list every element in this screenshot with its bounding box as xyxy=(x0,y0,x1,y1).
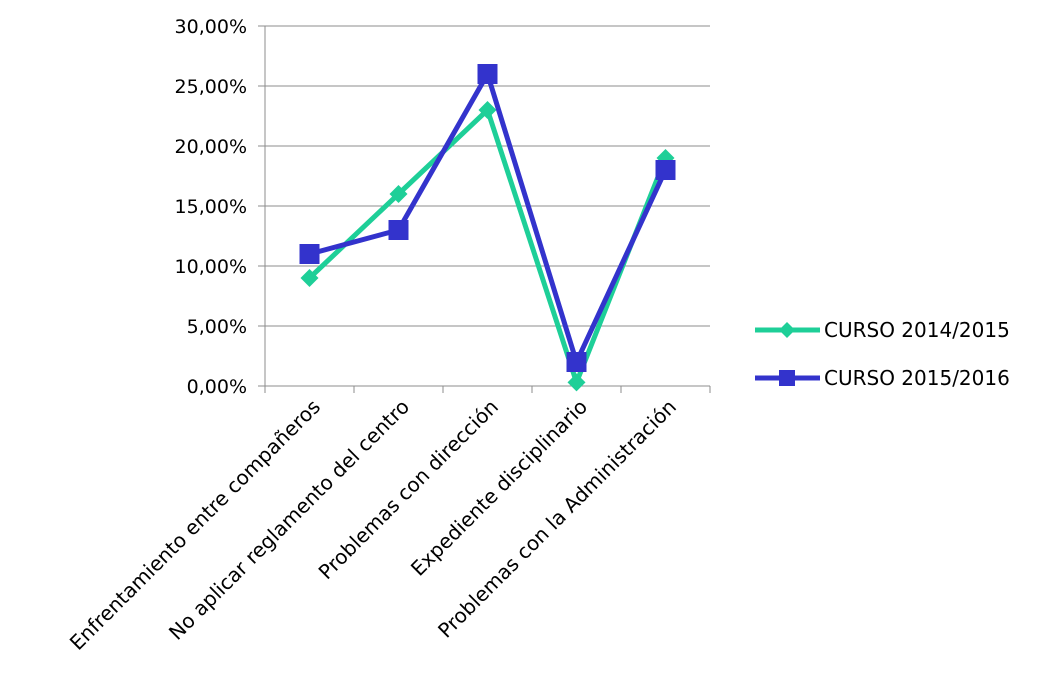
axes xyxy=(264,26,711,393)
legend-item: CURSO 2014/2015 xyxy=(755,318,1010,342)
y-tick-label: 20,00% xyxy=(175,136,247,158)
data-series xyxy=(299,64,676,392)
legend-label: CURSO 2015/2016 xyxy=(824,366,1010,390)
series-2 xyxy=(299,64,676,372)
series-1 xyxy=(300,101,675,392)
data-point-square xyxy=(388,220,409,240)
y-tick-label: 25,00% xyxy=(175,76,247,98)
legend-item: CURSO 2015/2016 xyxy=(755,366,1010,390)
legend: CURSO 2014/2015 CURSO 2015/2016 xyxy=(755,318,1010,390)
y-tick-label: 0,00% xyxy=(187,376,247,398)
data-point-square xyxy=(477,64,498,84)
y-tick-label: 10,00% xyxy=(175,256,247,278)
data-point-diamond xyxy=(389,185,408,203)
y-tick-label: 30,00% xyxy=(175,16,247,38)
data-point-square xyxy=(566,352,587,372)
y-tick-label: 15,00% xyxy=(175,196,247,218)
x-category-label: Expediente disciplinario xyxy=(406,395,592,581)
data-point-square xyxy=(655,160,676,180)
data-point-diamond xyxy=(779,322,795,338)
x-category-label: Problemas con dirección xyxy=(314,395,503,584)
series-line xyxy=(307,107,668,385)
data-point-diamond xyxy=(478,101,497,119)
y-tick-label: 5,00% xyxy=(187,316,247,338)
legend-label: CURSO 2014/2015 xyxy=(824,318,1010,342)
y-axis-tick-labels: 0,00% 5,00% 10,00% 15,00% 20,00% 25,00% 30,00% xyxy=(175,16,247,398)
data-point-diamond xyxy=(567,373,586,392)
data-point-square xyxy=(779,370,795,386)
gridlines xyxy=(258,25,710,387)
data-point-diamond xyxy=(300,269,319,287)
data-point-square xyxy=(299,244,320,264)
